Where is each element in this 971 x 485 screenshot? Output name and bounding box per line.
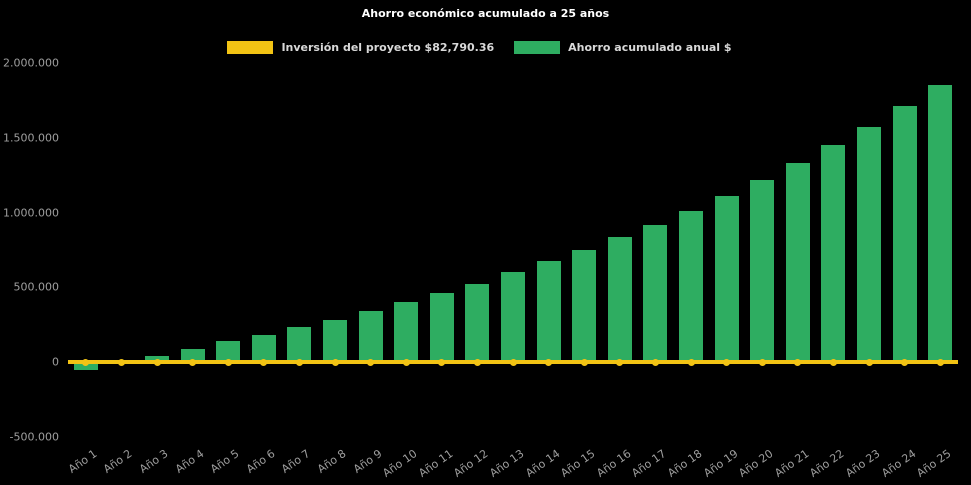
x-axis-tick-label: Año 3 [137,447,171,476]
investment-line-marker [794,358,802,366]
y-axis-tick-label: 500.000 [13,280,60,294]
x-axis-tick-label: Año 24 [878,447,919,480]
investment-line-marker [189,358,197,366]
investment-line-marker [545,358,553,366]
investment-line-marker [616,358,624,366]
x-axis-tick-label: Año 11 [416,447,456,480]
y-axis-tick-label: -500.000 [9,430,59,444]
bar-ahorro-año-14 [536,261,561,363]
legend-label-investment: Inversión del proyecto $82,790.36 [281,41,495,54]
bar-ahorro-año-15 [572,250,597,363]
investment-line-marker [936,358,944,366]
investment-line-marker [901,358,909,366]
investment-line-marker [295,358,303,366]
bar-ahorro-año-23 [857,126,881,363]
x-axis-tick-label: Año 2 [101,447,135,476]
investment-line-marker [509,358,517,366]
bar-ahorro-año-25 [928,84,953,363]
bar-ahorro-año-10 [394,302,419,363]
bar-ahorro-año-7 [287,327,312,363]
investment-line-marker [224,358,232,366]
x-axis-tick-label: Año 9 [350,447,385,476]
x-axis-tick-label: Año 16 [594,447,634,480]
x-axis-tick-label: Año 18 [665,447,705,480]
x-axis-tick-label: Año 15 [558,447,598,480]
x-axis-tick-label: Año 22 [807,447,847,480]
legend-swatch-savings [514,41,561,54]
x-axis-tick-label: Año 7 [279,447,313,476]
bar-ahorro-año-22 [821,145,846,363]
x-axis-tick-label: Año 12 [451,447,491,480]
investment-line-marker [260,358,268,366]
legend-swatch-investment [227,41,274,54]
investment-line-marker [82,358,90,366]
bar-ahorro-año-12 [465,283,490,363]
bar-ahorro-año-16 [607,237,632,363]
y-axis-tick-label: 2.000.000 [3,56,59,70]
legend-label-savings: Ahorro acumulado anual $ [568,41,732,54]
bar-ahorro-año-20 [750,180,775,363]
investment-line-marker [651,358,659,366]
bar-ahorro-año-8 [323,319,347,363]
x-axis-tick-label: Año 5 [208,447,242,476]
investment-line-marker [580,358,588,366]
x-axis-tick-label: Año 19 [700,447,741,480]
investment-line-marker [865,358,873,366]
investment-line-marker [153,358,161,366]
bar-ahorro-año-18 [679,211,703,363]
x-axis-tick-label: Año 6 [243,447,278,476]
x-axis-tick-label: Año 13 [487,447,527,480]
bar-ahorro-año-4 [180,348,205,363]
bar-ahorro-año-24 [892,106,917,363]
y-axis-tick-label: 0 [52,355,59,369]
y-axis-tick-label: 1.500.000 [3,131,59,145]
x-axis-tick-label: Año 8 [315,447,349,476]
x-axis-tick-label: Año 23 [843,447,883,480]
bar-ahorro-año-11 [429,292,454,363]
chart-legend: Inversión del proyecto $82,790.36 Ahorro… [0,41,971,54]
x-axis-tick-label: Año 25 [914,447,954,480]
x-axis-tick-label: Año 4 [172,447,207,476]
bar-ahorro-año-6 [251,334,276,363]
bar-ahorro-año-9 [358,311,383,363]
bar-ahorro-año-13 [501,272,525,363]
investment-line-marker [438,358,446,366]
y-axis-tick-label: 1.000.000 [3,206,59,220]
x-axis-tick-label: Año 21 [772,447,812,480]
bar-ahorro-año-5 [216,341,241,363]
x-axis-tick-label: Año 20 [736,447,776,480]
chart-title: Ahorro económico acumulado a 25 años [361,7,610,20]
investment-line-marker [117,358,125,366]
investment-line-marker [367,358,375,366]
bar-ahorro-año-1 [73,362,98,370]
investment-line-marker [758,358,766,366]
investment-line-marker [402,358,410,366]
investment-line-marker [331,358,339,366]
bar-ahorro-año-21 [785,163,810,363]
investment-line-marker [723,358,731,366]
x-axis-tick-label: Año 1 [65,447,100,476]
bar-ahorro-año-17 [643,225,668,363]
bar-ahorro-año-19 [714,196,739,363]
investment-line-marker [687,358,695,366]
x-axis-tick-label: Año 17 [629,447,669,480]
x-axis-tick-label: Año 10 [380,447,420,480]
investment-line-marker [473,358,481,366]
x-axis-tick-label: Año 14 [522,447,563,480]
investment-line-marker [829,358,837,366]
